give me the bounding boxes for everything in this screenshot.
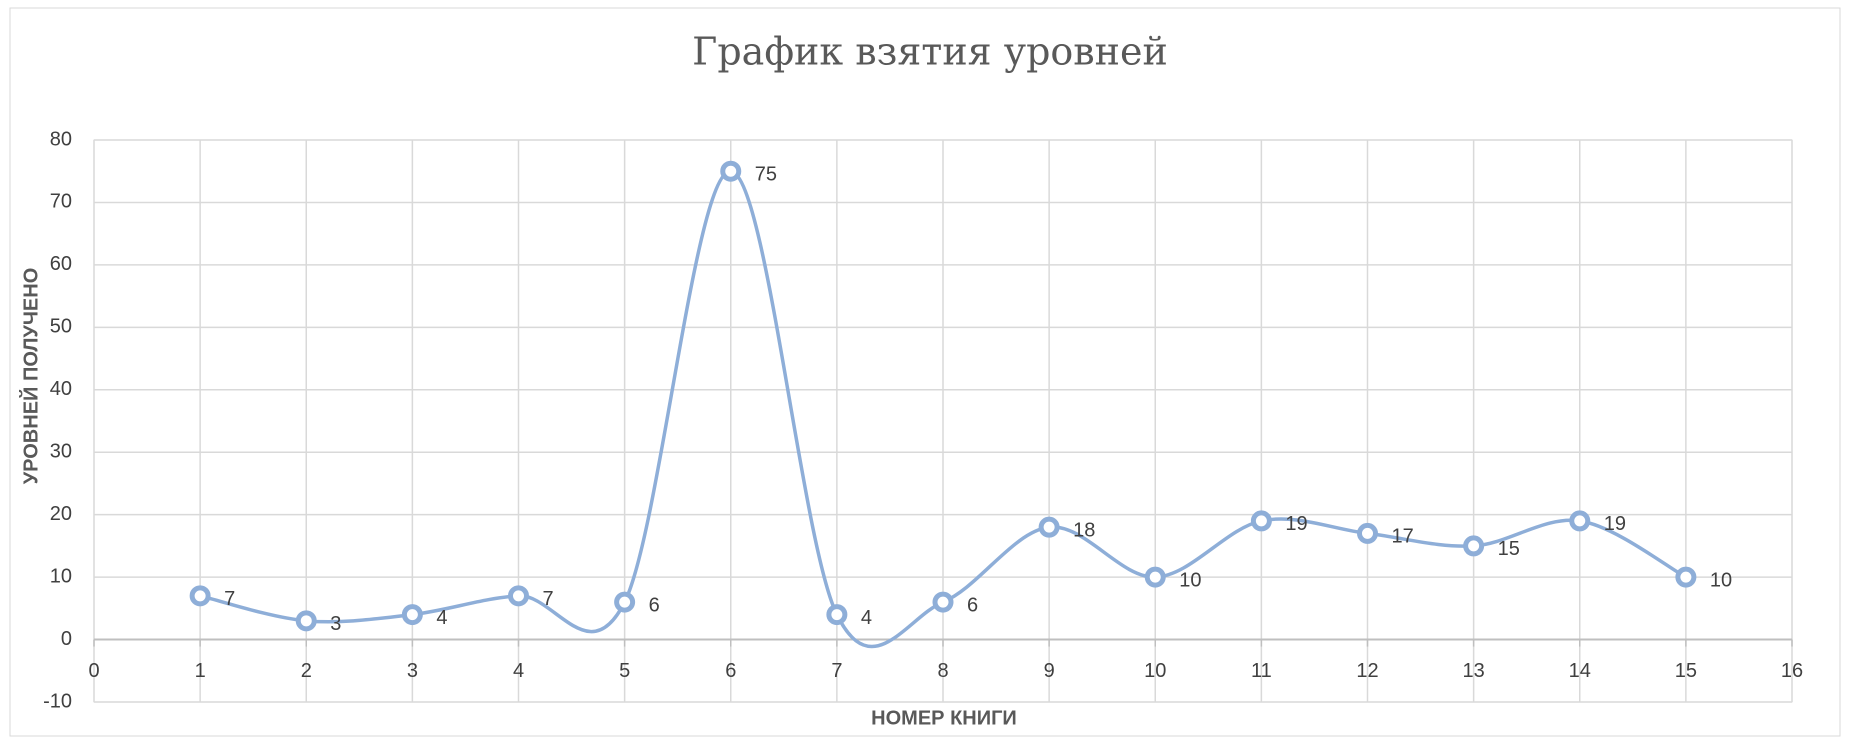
data-point (826, 604, 848, 626)
x-tick-label: 5 (619, 660, 630, 682)
data-label: 75 (755, 164, 777, 186)
data-point (1569, 510, 1591, 532)
x-tick-label: 0 (88, 660, 99, 682)
data-point (720, 160, 742, 182)
data-label: 19 (1604, 513, 1626, 535)
data-point (932, 591, 954, 613)
data-point (189, 585, 211, 607)
x-tick-label: 9 (1044, 660, 1055, 682)
data-point (401, 604, 423, 626)
data-point (1038, 516, 1060, 538)
y-tick-label: 0 (61, 628, 72, 650)
x-tick-label: 3 (407, 660, 418, 682)
data-point (614, 591, 636, 613)
data-label: 17 (1392, 526, 1414, 548)
data-label: 19 (1285, 513, 1307, 535)
y-tick-label: 80 (50, 128, 72, 150)
data-label: 10 (1710, 569, 1732, 591)
chart-title: График взятия уровней (692, 30, 1168, 74)
data-point (295, 610, 317, 632)
chart-frame (9, 7, 1841, 737)
x-tick-label: 8 (937, 660, 948, 682)
data-point (1463, 535, 1485, 557)
data-label: 6 (649, 594, 660, 616)
data-label: 6 (967, 594, 978, 616)
x-tick-label: 15 (1675, 660, 1697, 682)
data-label: 3 (330, 613, 341, 635)
y-tick-label: 40 (50, 378, 72, 400)
y-tick-label: 30 (50, 441, 72, 463)
data-label: 7 (543, 588, 554, 610)
x-tick-label: 2 (301, 660, 312, 682)
y-tick-label: 50 (50, 316, 72, 338)
x-tick-label: 13 (1463, 660, 1485, 682)
data-label: 10 (1179, 569, 1201, 591)
data-label: 18 (1073, 519, 1095, 541)
x-tick-label: 6 (725, 660, 736, 682)
x-tick-label: 11 (1251, 660, 1272, 682)
y-axis-title: УРОВНЕЙ ПОЛУЧЕНО (18, 268, 42, 485)
x-axis-title: НОМЕР КНИГИ (871, 707, 1017, 729)
x-tick-label: 14 (1569, 660, 1591, 682)
x-tick-label: 10 (1144, 660, 1166, 682)
y-tick-label: -10 (43, 690, 72, 712)
data-label: 4 (436, 607, 447, 629)
data-point (1144, 566, 1166, 588)
y-tick-label: 20 (50, 503, 72, 525)
data-label: 15 (1498, 538, 1520, 560)
data-label: 7 (224, 588, 235, 610)
x-tick-label: 1 (195, 660, 206, 682)
data-point (1250, 510, 1272, 532)
y-tick-label: 10 (50, 565, 72, 587)
data-point (1675, 566, 1697, 588)
x-tick-label: 4 (513, 660, 524, 682)
x-tick-label: 7 (831, 660, 842, 682)
data-point (1357, 522, 1378, 544)
x-tick-label: 16 (1781, 660, 1803, 682)
data-point (508, 585, 529, 607)
x-tick-label: 12 (1356, 660, 1378, 682)
data-line (199, 169, 1687, 649)
y-tick-label: 70 (50, 191, 72, 213)
y-tick-label: 60 (50, 253, 72, 275)
data-label: 4 (861, 607, 872, 629)
